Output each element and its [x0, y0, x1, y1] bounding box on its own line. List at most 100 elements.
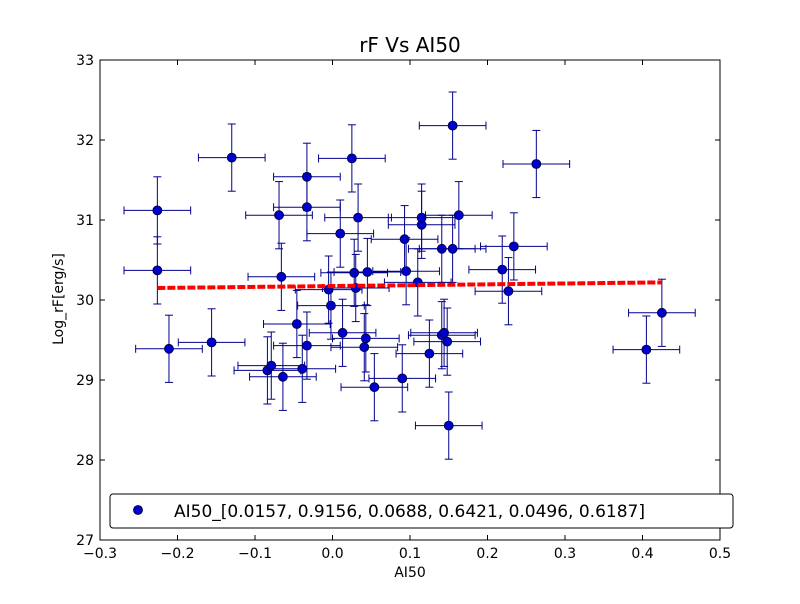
- data-point-27: [368, 344, 437, 413]
- data-point-44: [480, 212, 548, 281]
- data-point-10: [263, 289, 331, 359]
- data-marker: [360, 333, 371, 344]
- legend: AI50_[0.0157, 0.9156, 0.0688, 0.6421, 0.…: [109, 493, 734, 529]
- data-point-1: [123, 236, 192, 305]
- data-point-17: [306, 199, 375, 268]
- data-point-36: [410, 298, 478, 367]
- x-tick-label: −0.1: [238, 546, 272, 562]
- data-marker: [397, 373, 408, 384]
- data-marker: [335, 228, 346, 239]
- data-point-18: [308, 298, 377, 367]
- y-tick-label: 30: [76, 293, 94, 309]
- y-tick-label: 29: [76, 373, 94, 389]
- chart-title: rF Vs AI50: [359, 33, 461, 57]
- data-point-45: [502, 129, 571, 199]
- data-point-7: [245, 181, 313, 250]
- data-point-24: [332, 304, 400, 373]
- data-point-20: [320, 238, 389, 307]
- data-marker: [291, 319, 302, 329]
- data-point-47: [628, 278, 696, 347]
- data-marker: [302, 340, 312, 351]
- data-marker: [443, 420, 454, 431]
- data-marker: [353, 212, 363, 223]
- axis-ticks: −0.3 −0.2 −0.1 0.0 0.1 0.2 0.3 0.4 0.5 27 28 29 30 31…: [76, 53, 731, 562]
- x-tick-label: 0.2: [476, 546, 498, 562]
- data-point-33: [395, 319, 464, 388]
- data-marker: [277, 371, 288, 382]
- x-tick-label: 0.3: [554, 546, 576, 562]
- data-point-43: [474, 257, 543, 326]
- data-marker: [424, 348, 435, 359]
- data-point-29: [372, 237, 440, 306]
- legend-box: [109, 493, 734, 529]
- data-marker: [164, 343, 174, 354]
- data-marker: [503, 286, 514, 297]
- data-marker: [399, 234, 410, 245]
- data-marker: [337, 327, 348, 338]
- legend-marker: [133, 505, 143, 515]
- y-tick-label: 33: [76, 53, 94, 69]
- data-point-37: [413, 307, 482, 376]
- x-tick-label: 0.4: [631, 546, 653, 562]
- data-marker: [416, 212, 427, 223]
- data-marker: [276, 271, 287, 282]
- data-point-39: [418, 91, 487, 160]
- data-point-46: [612, 315, 681, 384]
- data-marker: [297, 363, 308, 374]
- data-marker: [359, 342, 370, 353]
- data-marker: [497, 264, 508, 275]
- y-tick-label: 32: [76, 133, 94, 149]
- data-point-42: [468, 235, 537, 304]
- data-marker: [326, 300, 336, 311]
- data-point-38: [414, 391, 483, 460]
- data-marker: [641, 344, 652, 355]
- data-marker: [447, 120, 458, 131]
- data-point-8: [247, 242, 316, 311]
- data-marker: [442, 336, 453, 347]
- data-point-3: [177, 308, 246, 377]
- data-marker: [453, 210, 464, 221]
- legend-label: AI50_[0.0157, 0.9156, 0.0688, 0.6421, 0.…: [174, 502, 645, 522]
- data-marker: [656, 307, 667, 318]
- data-marker: [274, 210, 284, 221]
- data-marker: [346, 153, 357, 164]
- x-tick-label: 0.0: [321, 546, 343, 562]
- data-marker: [206, 337, 217, 348]
- data-point-40: [418, 214, 487, 283]
- data-marker: [349, 267, 360, 278]
- x-tick-label: −0.3: [83, 546, 117, 562]
- data-marker: [226, 152, 237, 163]
- y-tick-label: 31: [76, 213, 94, 229]
- data-point-22: [324, 183, 392, 252]
- fit-line: [157, 280, 662, 290]
- y-tick-label: 27: [76, 533, 94, 549]
- data-marker: [401, 266, 412, 277]
- x-axis-label: AI50: [394, 565, 426, 581]
- data-point-2: [135, 314, 203, 383]
- data-point-14: [273, 311, 341, 380]
- data-marker: [439, 327, 450, 338]
- data-marker: [508, 241, 519, 252]
- data-point-9: [249, 342, 317, 411]
- data-point-19: [318, 124, 386, 193]
- y-tick-label: 28: [76, 453, 94, 469]
- x-tick-label: −0.2: [161, 546, 195, 562]
- data-point-0: [123, 176, 192, 245]
- data-point-4: [197, 123, 266, 192]
- data-marker: [152, 265, 163, 276]
- data-point-23: [330, 313, 399, 382]
- data-point-11: [268, 334, 337, 403]
- data-marker: [302, 202, 312, 213]
- chart-marks: [123, 91, 696, 460]
- data-point-41: [425, 181, 493, 250]
- data-marker: [152, 205, 163, 216]
- data-marker: [531, 159, 542, 169]
- data-marker: [369, 382, 380, 393]
- x-tick-label: 0.5: [709, 546, 731, 562]
- data-marker: [362, 267, 373, 277]
- data-point-16: [297, 271, 365, 340]
- y-axis-label: Log_rF[erg/s]: [51, 253, 67, 345]
- x-tick-label: 0.1: [399, 546, 421, 562]
